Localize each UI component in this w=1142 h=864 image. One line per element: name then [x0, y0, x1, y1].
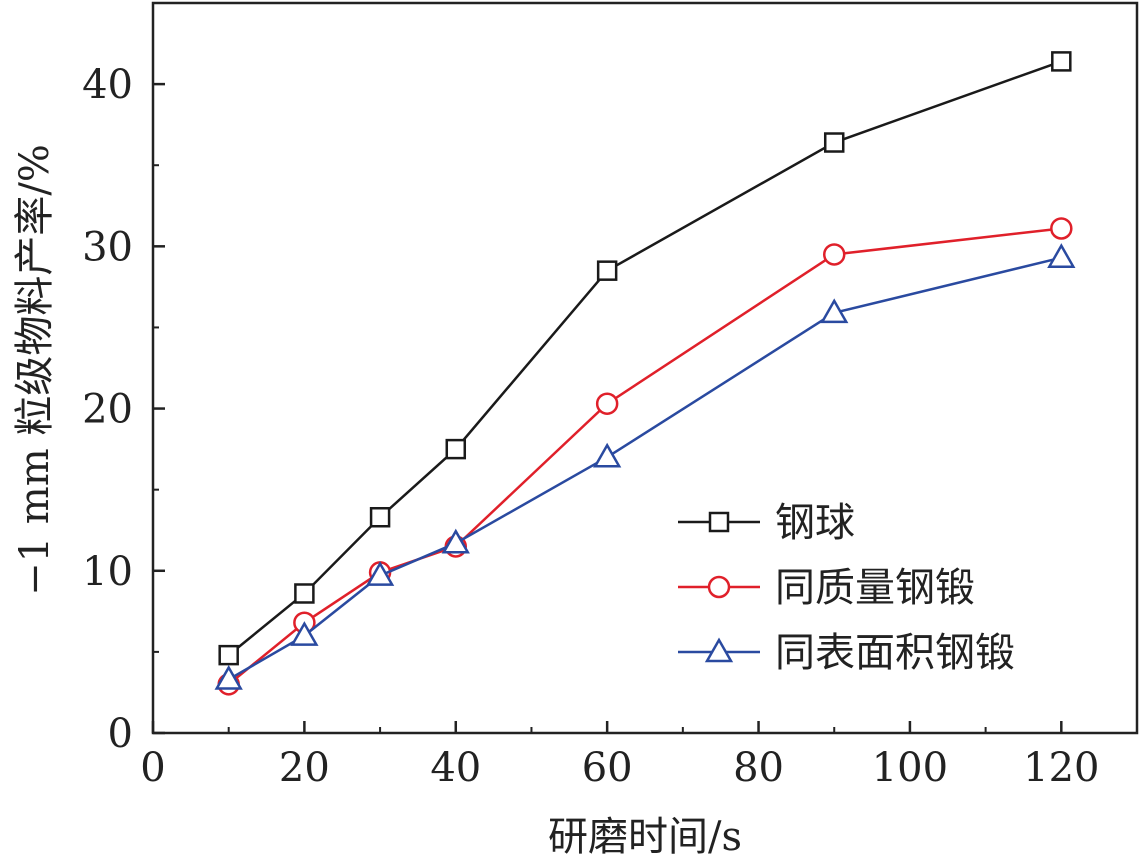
x-tick-label: 20 [279, 745, 330, 791]
series-1 [218, 51, 1072, 666]
y-tick-label: 30 [82, 224, 133, 270]
data-point [369, 506, 391, 528]
y-tick-label: 0 [108, 711, 133, 757]
ticks: 0 20 40 60 80 100 120 0 10 20 30 40 [82, 2, 1138, 791]
data-point [290, 621, 319, 646]
data-point [595, 392, 619, 415]
series-3 [214, 243, 1076, 690]
plot-frame [151, 1, 1139, 735]
data-point [214, 664, 243, 690]
y-axis-label: −1 mm 粒级物料产率/% [12, 144, 58, 596]
data-point [823, 132, 845, 153]
data-point [218, 644, 239, 666]
x-tick-label: 40 [430, 745, 481, 791]
data-point [294, 583, 315, 604]
data-point [1051, 51, 1072, 72]
legend-item: 同质量钢锻 [678, 565, 975, 611]
x-tick-label: 60 [582, 745, 633, 791]
x-tick-label: 80 [733, 745, 784, 791]
axes [151, 1, 1139, 735]
x-tick-label: 0 [140, 745, 165, 791]
data-point [1047, 243, 1076, 268]
series-2 [217, 217, 1073, 696]
x-axis-label: 研磨时间/s [548, 814, 742, 860]
legend-marker [704, 637, 734, 663]
legend-marker [708, 511, 730, 533]
legend-label: 钢球 [775, 500, 855, 546]
data-point [592, 442, 622, 468]
legend-item: 同表面积钢锻 [678, 630, 1015, 676]
legend-label: 同表面积钢锻 [775, 630, 1015, 676]
x-tick-label: 100 [872, 745, 948, 791]
series-group [214, 51, 1076, 696]
series-line [227, 227, 1062, 686]
y-tick-label: 10 [82, 549, 133, 595]
series-line [228, 256, 1062, 681]
legend-item: 钢球 [678, 500, 855, 546]
data-point [445, 438, 467, 460]
legend-marker [707, 575, 731, 599]
data-point [365, 561, 395, 586]
data-point [596, 260, 618, 281]
legend-label: 同质量钢锻 [775, 565, 975, 611]
data-point [820, 298, 849, 324]
y-tick-label: 20 [82, 387, 133, 433]
data-point [1050, 217, 1073, 240]
x-tick-label: 120 [1023, 745, 1099, 791]
y-tick-label: 40 [82, 62, 133, 108]
data-point [441, 528, 470, 554]
data-point [822, 243, 846, 266]
